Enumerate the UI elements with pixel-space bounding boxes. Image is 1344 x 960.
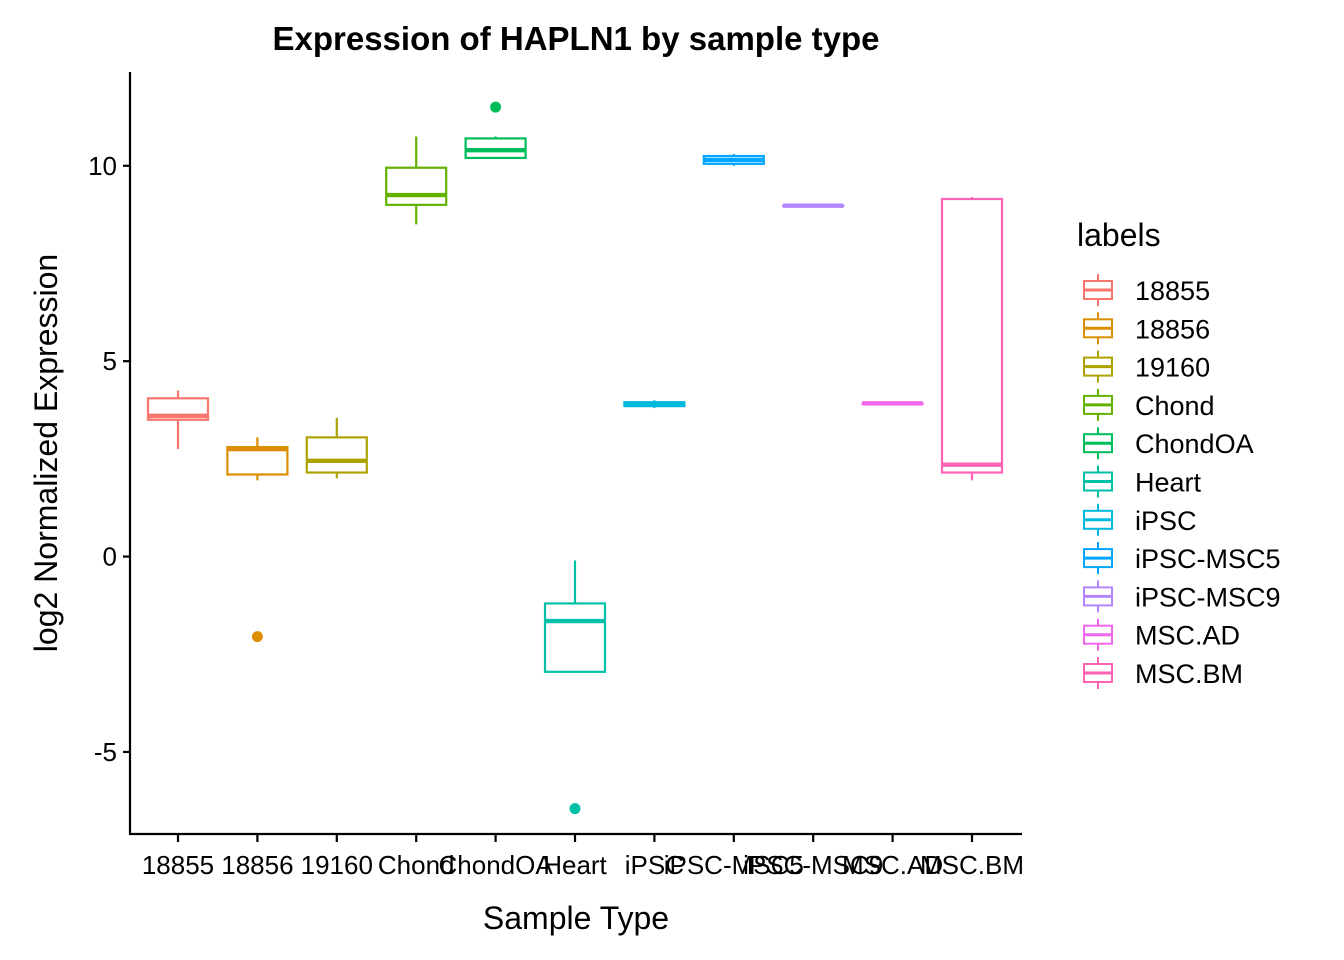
legend-label: iPSC <box>1135 506 1197 536</box>
box-19160 <box>305 417 368 479</box>
box-chond <box>385 136 448 225</box>
legend-title: labels <box>1077 217 1161 253</box>
legend-item-ipsc: iPSC <box>1083 503 1197 536</box>
y-tick-label: 5 <box>103 346 117 376</box>
legend-item-ipsc-msc5: iPSC-MSC5 <box>1083 542 1281 575</box>
y-tick-label: 10 <box>88 151 117 181</box>
x-tick-label: 19160 <box>301 850 373 880</box>
box-ipsc-msc5 <box>702 154 765 166</box>
x-tick-label: Chond <box>378 850 455 880</box>
y-tick-label: -5 <box>94 737 117 767</box>
legend-label: MSC.BM <box>1135 659 1243 689</box>
x-axis-title: Sample Type <box>483 900 669 936</box>
legend-label: 18856 <box>1135 314 1210 344</box>
legend-item-msc-ad: MSC.AD <box>1083 618 1240 651</box>
box-18856 <box>226 437 289 643</box>
box-heart <box>543 560 607 815</box>
outlier-point <box>251 631 263 643</box>
legend-item-chond: Chond <box>1083 388 1215 421</box>
box-ipsc-msc9 <box>782 203 845 208</box>
chart-title: Expression of HAPLN1 by sample type <box>272 20 879 57</box>
x-tick-label: Heart <box>543 850 607 880</box>
x-tick-label: 18856 <box>221 850 293 880</box>
legend-item-heart: Heart <box>1083 465 1202 498</box>
legend-item-msc-bm: MSC.BM <box>1083 657 1243 689</box>
legend-label: ChondOA <box>1135 429 1254 459</box>
legend-label: Chond <box>1135 391 1215 421</box>
x-tick-label: iPSC-MSC5 <box>664 850 804 880</box>
legend-label: 19160 <box>1135 353 1210 383</box>
box-ipsc <box>623 400 686 409</box>
box-18855 <box>146 390 210 450</box>
legend-item-ipsc-msc9: iPSC-MSC9 <box>1083 580 1281 613</box>
legend-label: Heart <box>1135 468 1202 498</box>
y-axis-title: log2 Normalized Expression <box>28 254 64 652</box>
box-msc-bm <box>940 197 1004 481</box>
box-msc-ad <box>861 401 924 406</box>
legend-label: 18855 <box>1135 276 1210 306</box>
legend-item-chondoa: ChondOA <box>1083 427 1254 460</box>
x-tick-label: iPSC-MSC9 <box>743 850 883 880</box>
legend: labels 18855 18856 19160 Chond ChondOA Heart i… <box>1077 217 1281 689</box>
box-chondoa <box>464 101 527 160</box>
legend-label: iPSC-MSC5 <box>1135 544 1281 574</box>
box-iqr <box>543 602 607 673</box>
legend-label: MSC.AD <box>1135 621 1240 651</box>
x-tick-label: 18855 <box>142 850 214 880</box>
box-iqr <box>305 436 368 474</box>
box-iqr <box>385 166 448 206</box>
box-iqr <box>940 197 1004 474</box>
x-tick-label: iPSC <box>625 850 684 880</box>
y-axis-ticks: -5 0 5 10 <box>88 151 130 767</box>
outlier-point <box>569 803 581 815</box>
box-iqr <box>226 446 289 476</box>
x-tick-label: MSC.AD <box>842 850 943 880</box>
plot-area <box>146 101 1004 815</box>
x-tick-label: ChondOA <box>439 850 554 880</box>
legend-item-18856: 18856 <box>1083 312 1210 345</box>
outlier-point <box>490 101 502 113</box>
y-tick-label: 0 <box>103 542 117 572</box>
legend-label: iPSC-MSC9 <box>1135 582 1281 612</box>
x-tick-label: MSC.BM <box>920 850 1024 880</box>
legend-item-19160: 19160 <box>1083 350 1210 383</box>
legend-item-18855: 18855 <box>1083 274 1210 306</box>
